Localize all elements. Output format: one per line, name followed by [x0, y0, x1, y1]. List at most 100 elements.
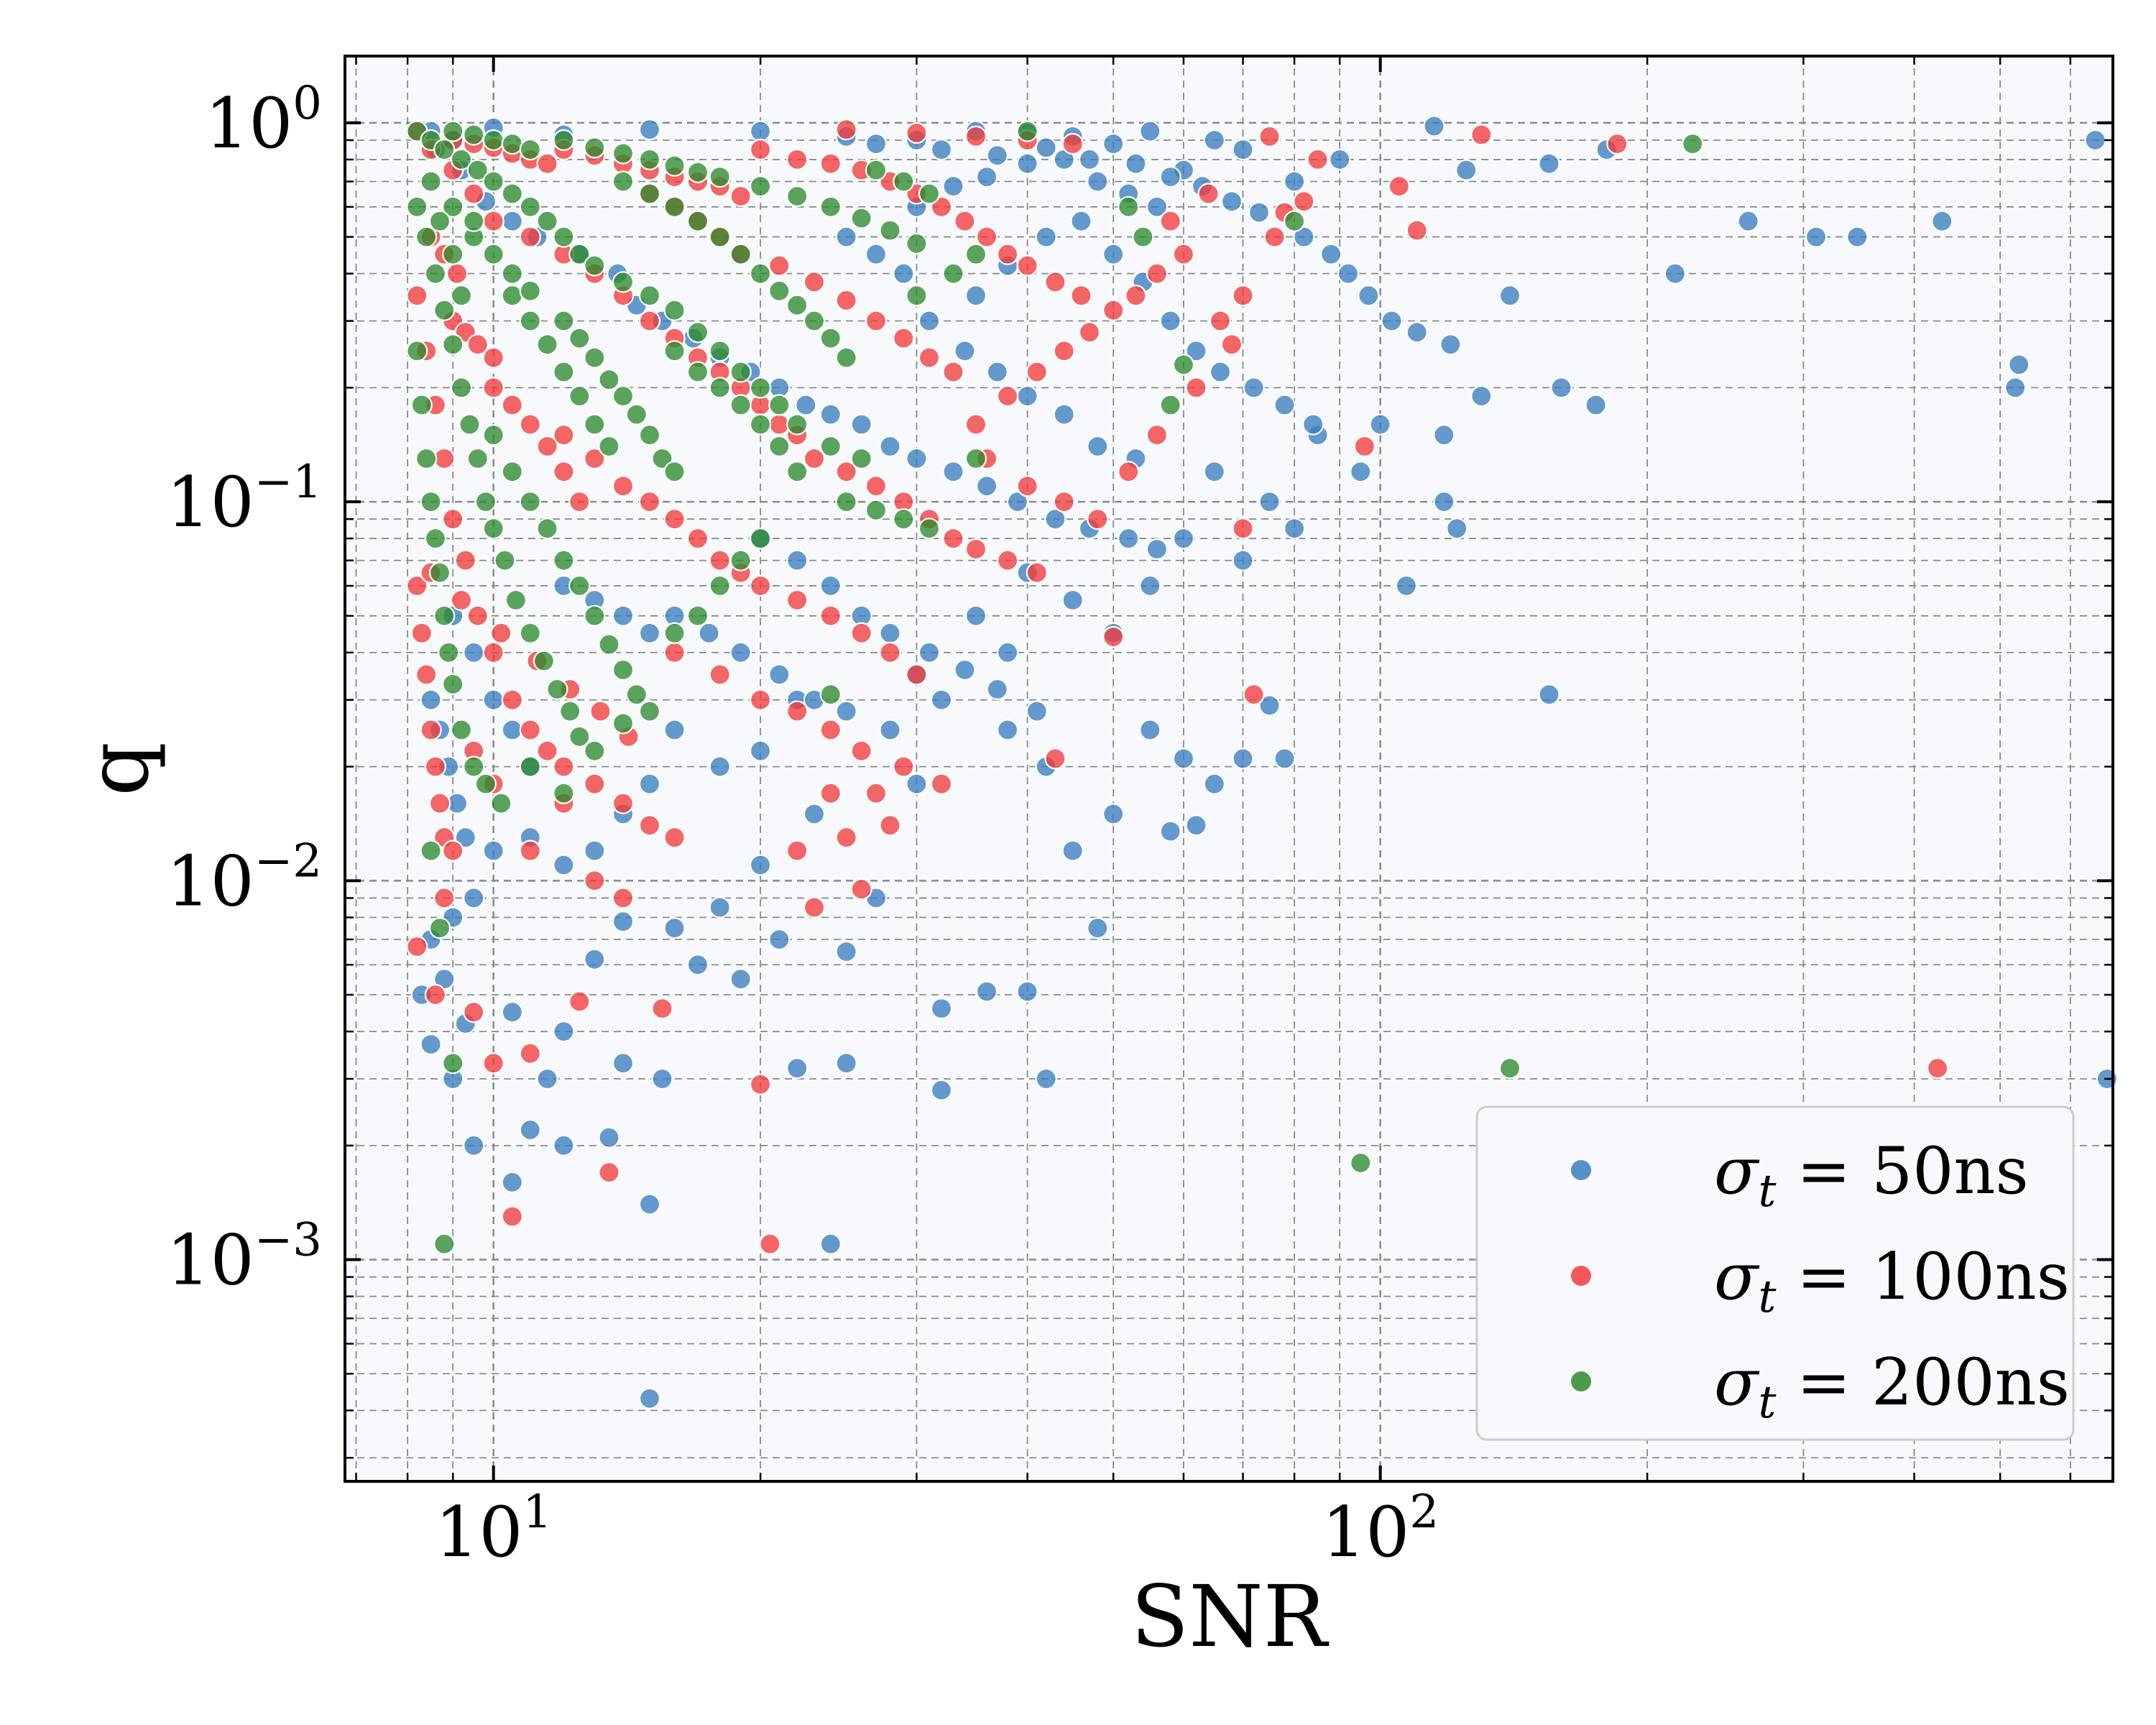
data-point-series-2 [1232, 285, 1254, 307]
data-point-series-2 [463, 183, 485, 205]
data-point-series-1 [501, 719, 523, 741]
legend-entry-label: σt = 50ns [1714, 1133, 2029, 1217]
data-point-series-1 [1283, 518, 1306, 540]
data-point-series-3 [1118, 196, 1140, 218]
data-point-series-2 [1016, 254, 1038, 277]
data-point-series-2 [1172, 243, 1195, 265]
y-tick-label: 10−3 [167, 1214, 323, 1301]
data-point-series-1 [1016, 385, 1038, 408]
data-point-series-2 [501, 1205, 523, 1228]
data-point-series-3 [442, 673, 464, 696]
data-point-series-3 [835, 346, 857, 369]
data-point-series-2 [1087, 508, 1109, 530]
data-point-series-1 [1433, 490, 1455, 513]
data-point-series-3 [501, 461, 523, 483]
data-point-series-3 [686, 321, 709, 344]
data-point-series-3 [612, 385, 635, 408]
data-point-series-3 [519, 622, 541, 645]
data-point-series-1 [1381, 310, 1403, 332]
data-point-series-2 [1070, 285, 1092, 307]
data-point-series-1 [1470, 385, 1493, 408]
data-point-series-1 [975, 166, 998, 188]
data-point-series-3 [612, 271, 635, 293]
data-point-series-1 [954, 340, 976, 362]
data-point-series-2 [768, 254, 791, 277]
data-point-series-2 [424, 755, 447, 778]
data-point-series-1 [975, 980, 998, 1003]
data-point-series-3 [519, 196, 541, 218]
data-point-series-3 [918, 183, 941, 205]
data-point-series-1 [1146, 196, 1169, 218]
data-point-series-1 [835, 1052, 857, 1075]
data-point-series-1 [850, 413, 872, 436]
data-point-series-3 [942, 262, 964, 285]
data-point-series-1 [2008, 354, 2030, 376]
data-point-series-3 [612, 170, 635, 193]
legend-entry-label: σt = 200ns [1714, 1345, 2070, 1428]
data-point-series-3 [709, 166, 731, 188]
data-point-series-2 [519, 413, 541, 436]
data-point-series-1 [1159, 310, 1181, 332]
data-point-series-2 [1026, 361, 1048, 383]
data-point-series-3 [663, 622, 686, 645]
data-point-series-3 [420, 170, 442, 193]
data-point-series-1 [749, 120, 772, 142]
data-point-series-1 [893, 262, 915, 285]
x-tick-labels: 101 102 [435, 1486, 1439, 1573]
data-point-series-1 [1159, 820, 1181, 842]
data-point-series-3 [519, 490, 541, 513]
data-point-series-2 [553, 424, 575, 446]
data-point-series-2 [433, 887, 456, 909]
data-point-series-3 [1350, 1151, 1372, 1174]
data-point-series-1 [964, 604, 987, 627]
data-point-series-3 [463, 210, 485, 232]
data-point-series-3 [433, 604, 456, 627]
data-point-series-2 [906, 663, 928, 686]
data-point-series-3 [686, 604, 709, 627]
data-point-series-1 [1070, 210, 1092, 232]
data-point-series-1 [964, 285, 987, 307]
data-point-series-1 [1146, 538, 1169, 561]
data-point-series-2 [450, 589, 473, 612]
data-point-series-2 [1053, 490, 1075, 513]
data-point-series-1 [463, 1134, 485, 1156]
data-point-series-3 [482, 424, 505, 446]
data-point-series-1 [553, 854, 575, 876]
data-point-series-2 [466, 604, 489, 627]
data-point-series-3 [519, 280, 541, 302]
data-point-series-2 [819, 782, 842, 804]
data-point-series-2 [454, 549, 476, 571]
data-point-series-2 [424, 983, 447, 1006]
data-point-series-3 [1159, 394, 1181, 416]
data-point-series-2 [729, 185, 752, 208]
data-point-series-1 [1302, 413, 1325, 436]
data-point-series-2 [1232, 518, 1254, 540]
data-point-series-3 [663, 155, 686, 177]
legend-marker [1571, 1160, 1591, 1180]
data-point-series-2 [954, 210, 976, 232]
data-point-series-3 [559, 700, 581, 722]
data-point-series-1 [1258, 694, 1281, 717]
data-point-series-2 [942, 361, 964, 383]
data-point-series-1 [1026, 700, 1048, 722]
data-point-series-3 [428, 561, 451, 584]
data-point-series-2 [835, 119, 857, 141]
data-point-series-3 [749, 528, 772, 550]
data-point-series-2 [803, 896, 826, 919]
data-point-series-1 [663, 719, 686, 741]
data-point-series-1 [1102, 133, 1125, 155]
data-point-series-3 [568, 385, 591, 408]
data-point-series-2 [651, 997, 673, 1020]
data-point-series-1 [1185, 814, 1207, 837]
data-point-series-3 [420, 490, 442, 513]
data-point-series-1 [501, 1001, 523, 1024]
data-point-series-3 [819, 196, 842, 218]
data-point-series-2 [442, 840, 464, 862]
data-point-series-3 [501, 133, 523, 155]
data-point-series-2 [536, 152, 558, 175]
data-point-series-2 [482, 641, 505, 664]
data-point-series-3 [463, 755, 485, 778]
data-point-series-3 [501, 183, 523, 205]
data-point-series-2 [835, 827, 857, 849]
data-point-series-2 [996, 243, 1019, 265]
